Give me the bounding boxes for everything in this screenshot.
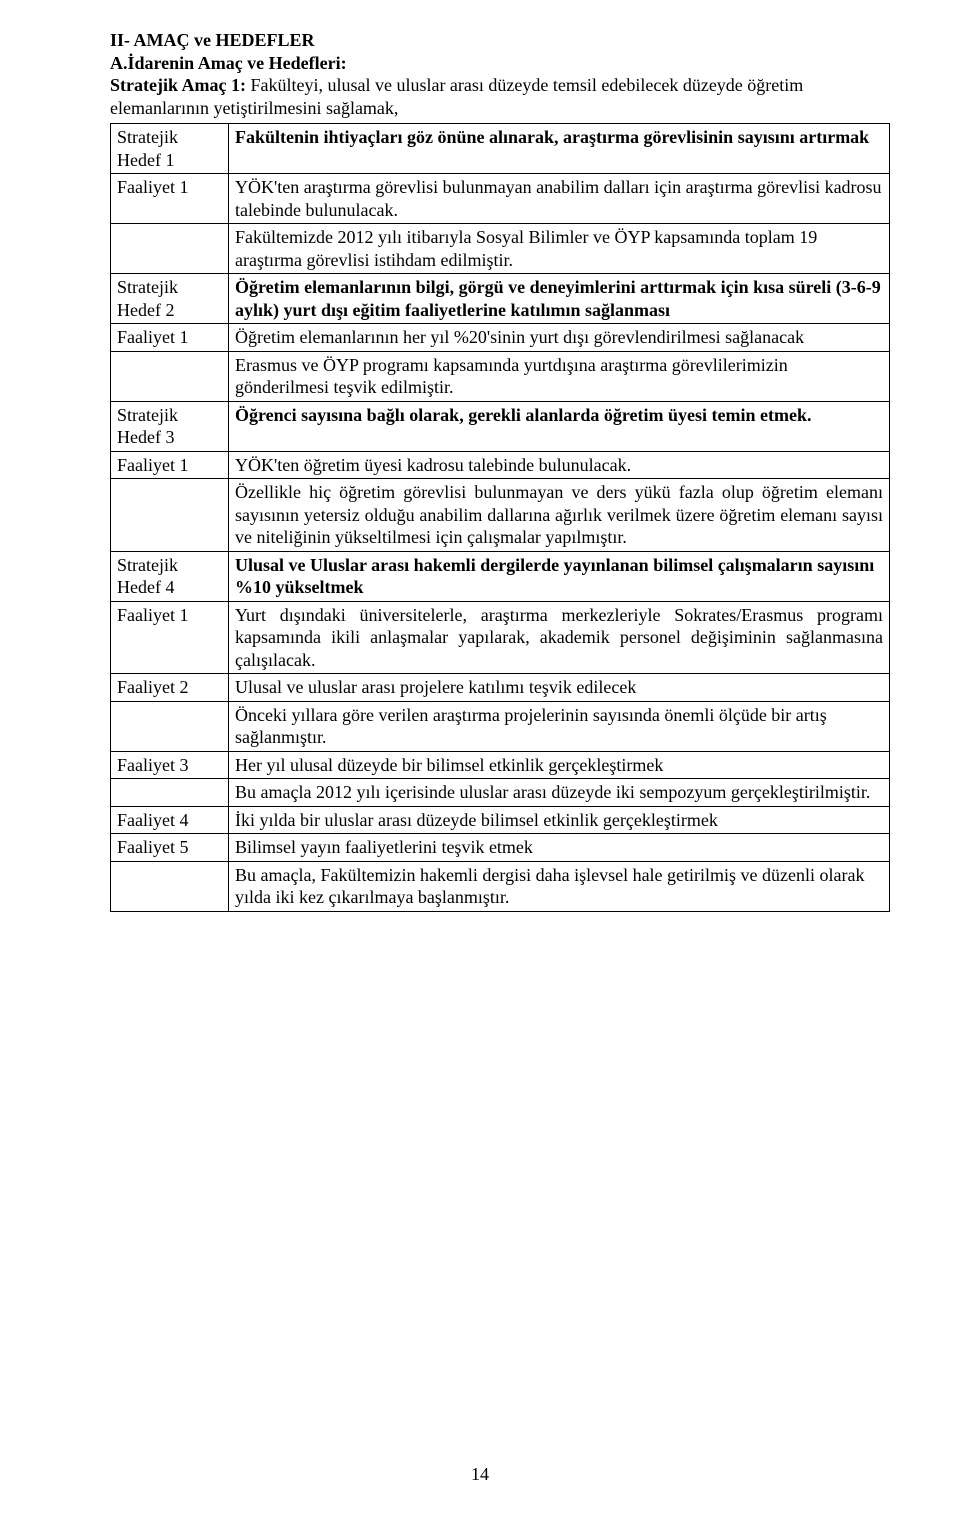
result-empty-label: [111, 779, 229, 807]
table-row: Erasmus ve ÖYP programı kapsamında yurtd…: [111, 351, 890, 401]
faaliyet-label: Faaliyet 3: [111, 751, 229, 779]
table-row: Önceki yıllara göre verilen araştırma pr…: [111, 701, 890, 751]
table-row: Faaliyet 5 Bilimsel yayın faaliyetlerini…: [111, 834, 890, 862]
faaliyet-body: YÖK'ten araştırma görevlisi bulunmayan a…: [229, 174, 890, 224]
strategic-hedef-3-label: Stratejik Hedef 3: [111, 401, 229, 451]
faaliyet-label: Faaliyet 1: [111, 324, 229, 352]
faaliyet-body: Yurt dışındaki üniversitelerle, araştırm…: [229, 601, 890, 674]
result-body: Erasmus ve ÖYP programı kapsamında yurtd…: [229, 351, 890, 401]
result-empty-label: [111, 351, 229, 401]
strategic-hedef-4-label: Stratejik Hedef 4: [111, 551, 229, 601]
table-row: Faaliyet 1 Yurt dışındaki üniversitelerl…: [111, 601, 890, 674]
strategic-hedef-2-body: Öğretim elemanlarının bilgi, görgü ve de…: [229, 274, 890, 324]
strategic-amac-label: Stratejik Amaç 1:: [110, 75, 246, 95]
faaliyet-label: Faaliyet 1: [111, 451, 229, 479]
faaliyet-label: Faaliyet 1: [111, 601, 229, 674]
result-body: Bu amaçla, Fakültemizin hakemli dergisi …: [229, 861, 890, 911]
section-heading: II- AMAÇ ve HEDEFLER: [110, 30, 890, 51]
strategic-amac-intro: Stratejik Amaç 1: Fakülteyi, ulusal ve u…: [110, 74, 890, 119]
faaliyet-label: Faaliyet 2: [111, 674, 229, 702]
page-number: 14: [0, 1464, 960, 1485]
table-row: Faaliyet 3 Her yıl ulusal düzeyde bir bi…: [111, 751, 890, 779]
table-row: Faaliyet 4 İki yılda bir uluslar arası d…: [111, 806, 890, 834]
table-row: Faaliyet 1 YÖK'ten araştırma görevlisi b…: [111, 174, 890, 224]
result-empty-label: [111, 701, 229, 751]
faaliyet-label: Faaliyet 5: [111, 834, 229, 862]
faaliyet-body: YÖK'ten öğretim üyesi kadrosu talebinde …: [229, 451, 890, 479]
result-body: Bu amaçla 2012 yılı içerisinde uluslar a…: [229, 779, 890, 807]
faaliyet-body: Bilimsel yayın faaliyetlerini teşvik etm…: [229, 834, 890, 862]
page: II- AMAÇ ve HEDEFLER A.İdarenin Amaç ve …: [0, 0, 960, 1515]
table-row: Özellikle hiç öğretim görevlisi bulunmay…: [111, 479, 890, 552]
strategic-hedef-4-body: Ulusal ve Uluslar arası hakemli dergiler…: [229, 551, 890, 601]
faaliyet-body: Ulusal ve uluslar arası projelere katılı…: [229, 674, 890, 702]
faaliyet-body: Her yıl ulusal düzeyde bir bilimsel etki…: [229, 751, 890, 779]
result-body: Önceki yıllara göre verilen araştırma pr…: [229, 701, 890, 751]
result-empty-label: [111, 479, 229, 552]
strategic-hedef-1-label: Stratejik Hedef 1: [111, 124, 229, 174]
table-row: Stratejik Hedef 2 Öğretim elemanlarının …: [111, 274, 890, 324]
subheading: A.İdarenin Amaç ve Hedefleri:: [110, 53, 890, 74]
table-row: Faaliyet 2 Ulusal ve uluslar arası proje…: [111, 674, 890, 702]
faaliyet-body: Öğretim elemanlarının her yıl %20'sinin …: [229, 324, 890, 352]
table-row: Faaliyet 1 Öğretim elemanlarının her yıl…: [111, 324, 890, 352]
goals-table: Stratejik Hedef 1 Fakültenin ihtiyaçları…: [110, 123, 890, 912]
table-row: Bu amaçla, Fakültemizin hakemli dergisi …: [111, 861, 890, 911]
strategic-hedef-1-body: Fakültenin ihtiyaçları göz önüne alınara…: [229, 124, 890, 174]
result-body: Özellikle hiç öğretim görevlisi bulunmay…: [229, 479, 890, 552]
strategic-hedef-2-label: Stratejik Hedef 2: [111, 274, 229, 324]
result-empty-label: [111, 224, 229, 274]
result-body: Fakültemizde 2012 yılı itibarıyla Sosyal…: [229, 224, 890, 274]
table-row: Stratejik Hedef 1 Fakültenin ihtiyaçları…: [111, 124, 890, 174]
table-row: Bu amaçla 2012 yılı içerisinde uluslar a…: [111, 779, 890, 807]
result-empty-label: [111, 861, 229, 911]
table-row: Fakültemizde 2012 yılı itibarıyla Sosyal…: [111, 224, 890, 274]
faaliyet-label: Faaliyet 1: [111, 174, 229, 224]
faaliyet-body: İki yılda bir uluslar arası düzeyde bili…: [229, 806, 890, 834]
table-row: Stratejik Hedef 4 Ulusal ve Uluslar aras…: [111, 551, 890, 601]
table-row: Faaliyet 1 YÖK'ten öğretim üyesi kadrosu…: [111, 451, 890, 479]
subheading-label: A.İdarenin Amaç ve Hedefleri:: [110, 53, 347, 73]
table-row: Stratejik Hedef 3 Öğrenci sayısına bağlı…: [111, 401, 890, 451]
strategic-hedef-3-body: Öğrenci sayısına bağlı olarak, gerekli a…: [229, 401, 890, 451]
faaliyet-label: Faaliyet 4: [111, 806, 229, 834]
